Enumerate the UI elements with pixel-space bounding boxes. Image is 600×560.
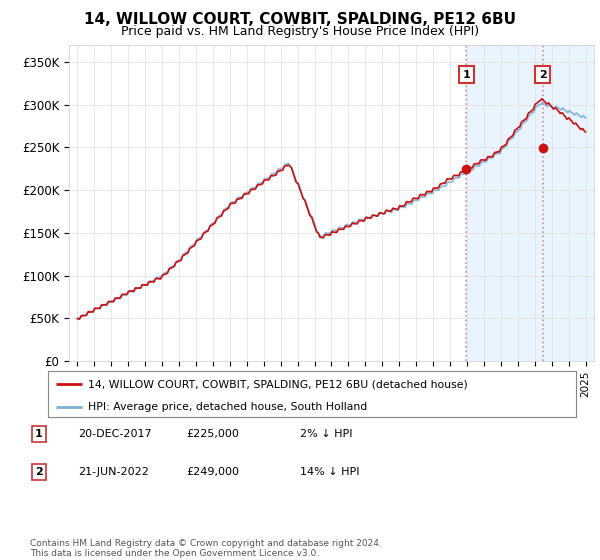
Text: £249,000: £249,000	[186, 467, 239, 477]
Text: 14, WILLOW COURT, COWBIT, SPALDING, PE12 6BU (detached house): 14, WILLOW COURT, COWBIT, SPALDING, PE12…	[88, 379, 467, 389]
Text: 14, WILLOW COURT, COWBIT, SPALDING, PE12 6BU: 14, WILLOW COURT, COWBIT, SPALDING, PE12…	[84, 12, 516, 27]
Text: Price paid vs. HM Land Registry's House Price Index (HPI): Price paid vs. HM Land Registry's House …	[121, 25, 479, 38]
Bar	[466, 45, 594, 361]
Text: 1: 1	[35, 429, 43, 439]
Text: 2: 2	[539, 70, 547, 80]
Text: HPI: Average price, detached house, South Holland: HPI: Average price, detached house, Sout…	[88, 402, 367, 412]
Text: 20-DEC-2017: 20-DEC-2017	[78, 429, 152, 439]
Text: 2: 2	[35, 467, 43, 477]
Text: 14% ↓ HPI: 14% ↓ HPI	[300, 467, 359, 477]
Text: 2% ↓ HPI: 2% ↓ HPI	[300, 429, 353, 439]
Text: 21-JUN-2022: 21-JUN-2022	[78, 467, 149, 477]
Text: £225,000: £225,000	[186, 429, 239, 439]
Text: Contains HM Land Registry data © Crown copyright and database right 2024.
This d: Contains HM Land Registry data © Crown c…	[30, 539, 382, 558]
Text: 1: 1	[463, 70, 470, 80]
